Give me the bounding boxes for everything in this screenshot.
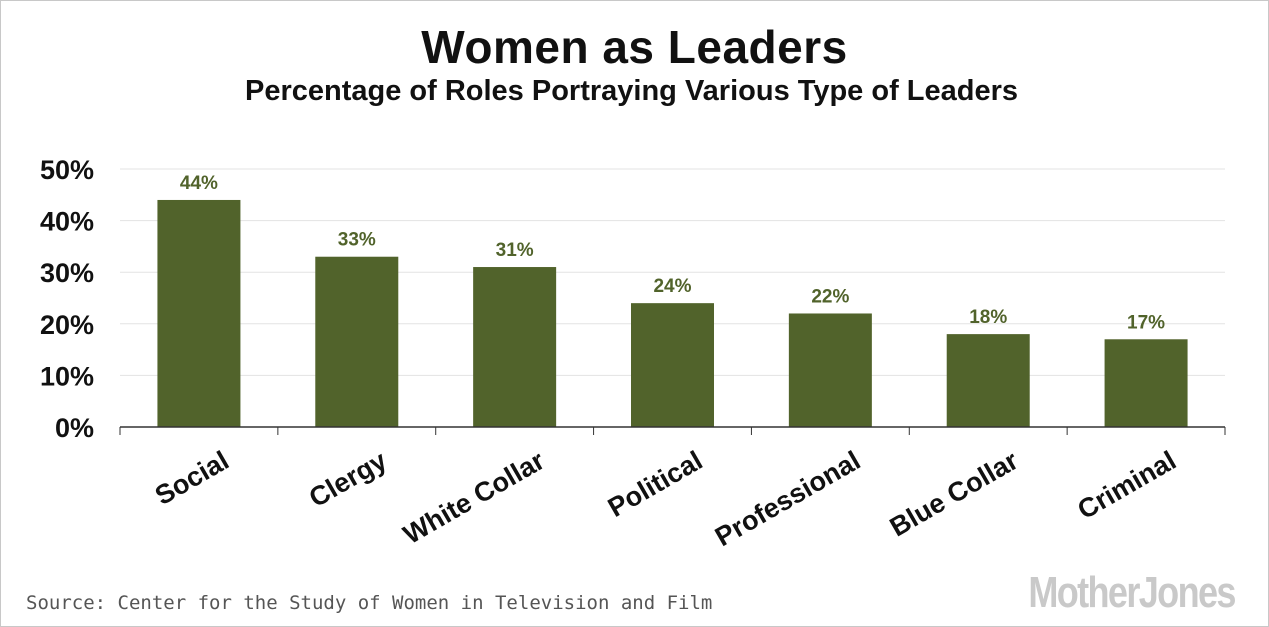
bar [631,303,714,427]
y-tick-label: 50% [40,155,94,185]
data-label: 31% [496,240,534,261]
data-label: 44% [180,173,218,194]
bar [473,267,557,427]
x-tick-label: Criminal [1073,445,1182,525]
bar [788,313,872,427]
y-tick-label: 0% [55,413,94,443]
bar [157,199,241,427]
data-label: 22% [811,286,849,307]
data-label: 24% [653,276,691,297]
x-tick-label: Professional [710,445,865,552]
x-tick-label: Clergy [304,445,392,513]
x-tick-label: Social [150,445,234,511]
data-label: 17% [1127,312,1165,333]
bar [315,256,399,427]
source-note: Source: Center for the Study of Women in… [26,592,713,614]
x-tick-label: Political [603,445,708,523]
data-label: 18% [969,307,1007,328]
y-tick-label: 10% [40,361,94,391]
bar [946,334,1030,427]
x-tick-label: Blue Collar [885,445,1024,542]
data-label: 33% [338,230,376,251]
brand-logo: MotherJones [1028,568,1237,617]
chart-subtitle: Percentage of Roles Portraying Various T… [244,75,1019,107]
y-tick-label: 40% [40,207,94,237]
y-tick-label: 20% [40,310,94,340]
x-tick-label: White Collar [398,445,550,550]
chart-title: Women as Leaders [421,21,848,73]
y-tick-label: 30% [40,258,94,288]
bar [1104,339,1188,427]
